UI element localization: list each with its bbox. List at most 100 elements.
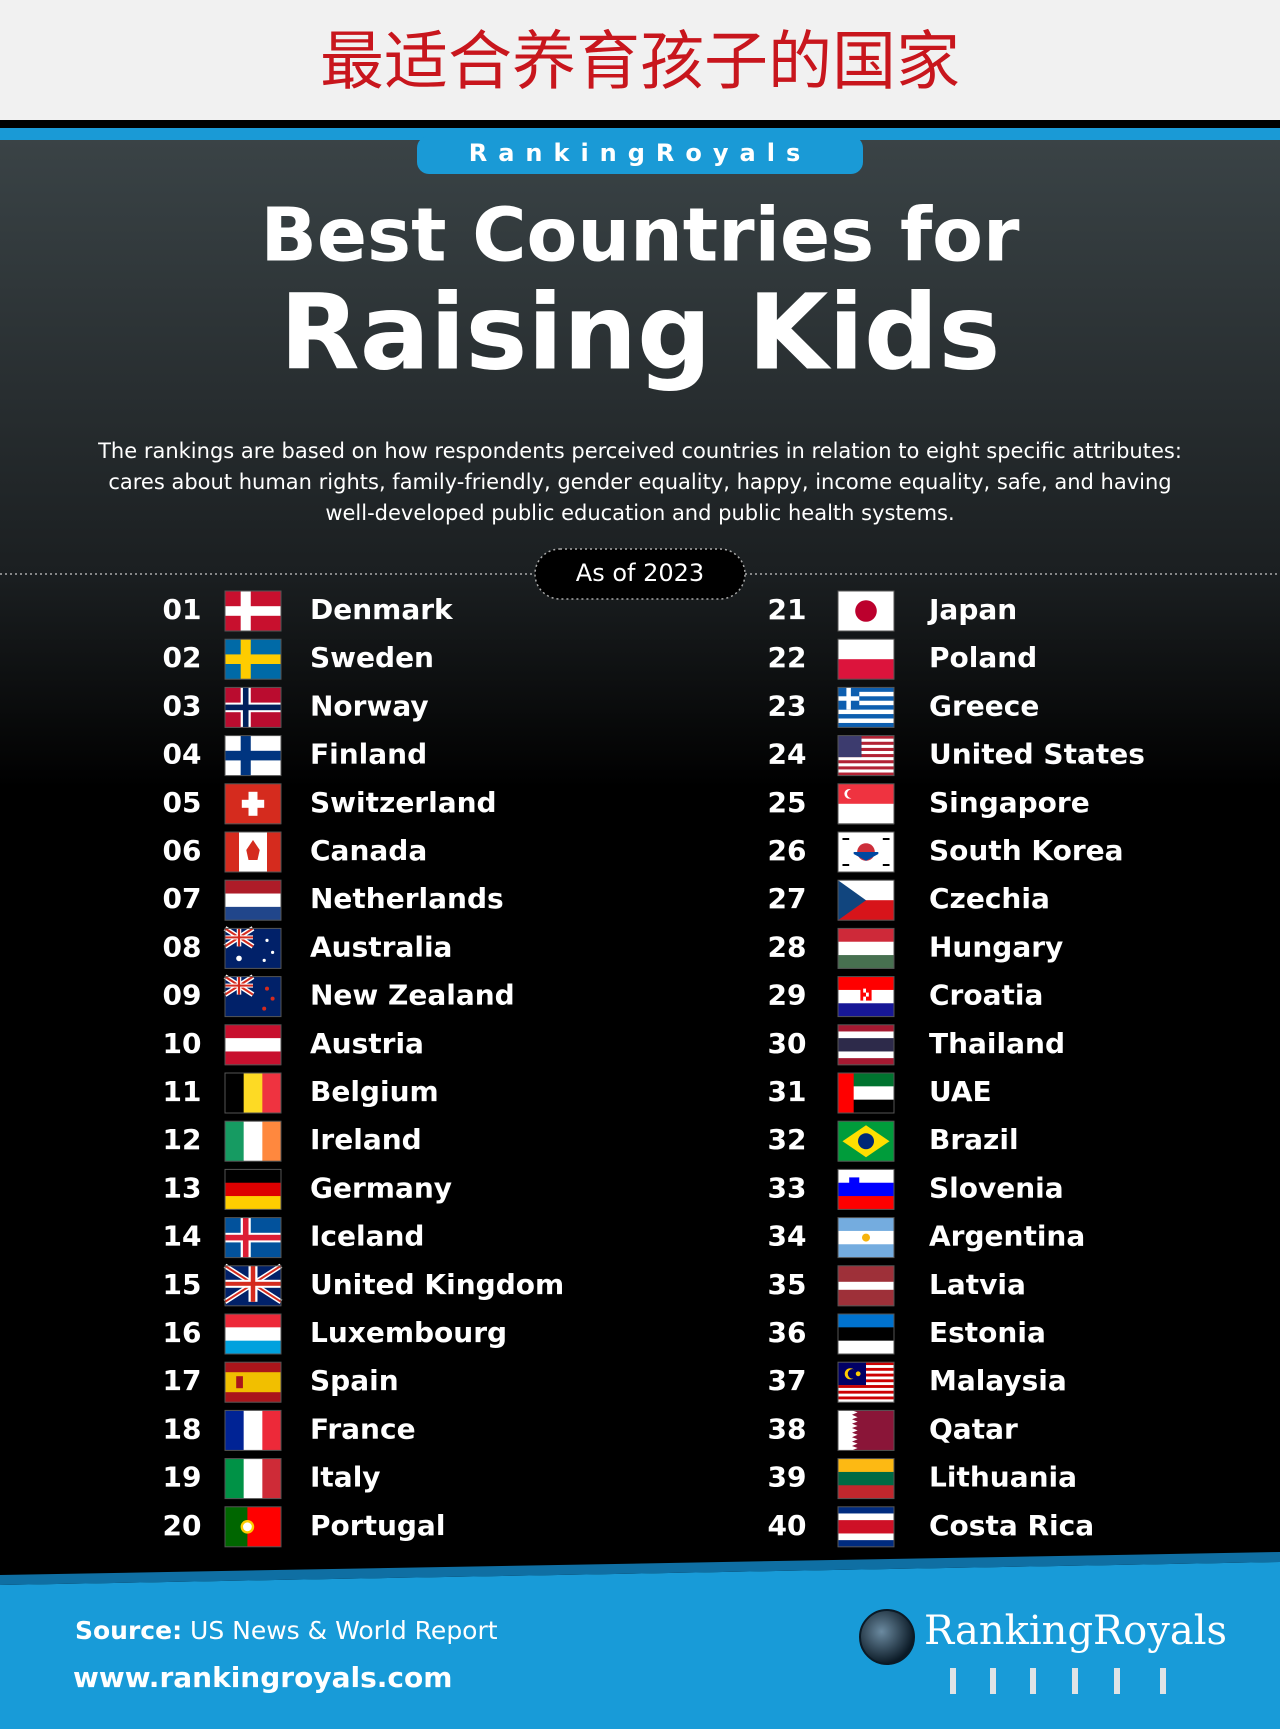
flag-border	[224, 783, 282, 825]
flag-part	[838, 880, 866, 921]
country: Ireland	[310, 1123, 422, 1156]
rank: 29	[768, 979, 807, 1012]
flag-stripe	[838, 1297, 894, 1307]
flag-stripe	[258, 1506, 271, 1547]
country: Germany	[310, 1171, 452, 1204]
rank: 17	[163, 1364, 202, 1397]
flag-stripe	[838, 1044, 894, 1052]
logo-text: RankingRoyals	[924, 1608, 1227, 1654]
source-label: Source:	[75, 1616, 182, 1645]
ranking-row: 18 France	[163, 1409, 416, 1451]
rank: 18	[163, 1412, 202, 1445]
ranking-row: 36 Estonia	[768, 1313, 1046, 1355]
rank: 33	[768, 1171, 807, 1204]
flag-part	[225, 654, 281, 664]
source-text: US News & World Report	[182, 1616, 498, 1645]
flag-border	[224, 686, 282, 728]
date-pill	[534, 548, 746, 600]
flag-part	[225, 936, 253, 939]
country: Poland	[929, 641, 1037, 674]
flag-stripe	[225, 1410, 245, 1451]
flag-stripe	[838, 1289, 894, 1299]
flag-stripe	[225, 1169, 281, 1184]
flag-border	[224, 976, 282, 1018]
country: Lithuania	[929, 1461, 1077, 1494]
ranking-row: 39 Lithuania	[768, 1458, 1077, 1500]
country: Australia	[310, 930, 452, 963]
country: United Kingdom	[310, 1268, 564, 1301]
flag-part	[243, 1522, 252, 1532]
flag-border	[837, 735, 895, 777]
flag-border	[837, 976, 895, 1018]
rank: 02	[163, 641, 202, 674]
ranking-row: 24 United States	[768, 735, 1145, 777]
flag-border	[837, 686, 895, 728]
flag-stripe	[838, 1281, 894, 1291]
rank: 19	[163, 1461, 202, 1494]
country: Malaysia	[929, 1364, 1067, 1397]
flag-stripe	[838, 783, 894, 805]
flag-border	[837, 831, 895, 873]
title-line-1: Best Countries for	[260, 193, 1020, 279]
flag-stripe	[838, 691, 894, 697]
flag-border	[837, 1072, 895, 1114]
flag-stripe	[838, 722, 894, 728]
rank: 13	[163, 1171, 202, 1204]
flag-part	[265, 986, 269, 991]
flag-stripe	[838, 687, 894, 693]
flag-stripe	[225, 832, 240, 872]
flag-stripe	[225, 880, 281, 894]
rank: 22	[768, 641, 807, 674]
flag-border	[224, 590, 282, 632]
flag-stripe	[262, 1121, 282, 1162]
flag-border	[837, 1168, 895, 1210]
flag-stripe	[225, 1382, 281, 1393]
flag-part	[262, 1006, 267, 1011]
description: The rankings are based on how respondent…	[97, 439, 1182, 525]
flag-stripe	[838, 1217, 894, 1232]
ranking-row: 06 Canada	[163, 831, 427, 873]
flag-part	[847, 789, 856, 799]
rank: 23	[768, 689, 807, 722]
flag-stripe	[838, 1399, 894, 1403]
flag-border	[837, 638, 895, 680]
flag-border	[224, 1024, 282, 1066]
country: Czechia	[929, 882, 1050, 915]
country: UAE	[929, 1075, 992, 1108]
flag-stripe	[225, 1196, 281, 1210]
country: Netherlands	[310, 882, 504, 915]
flag-stripe	[243, 1121, 263, 1162]
dark-background	[0, 140, 1280, 1580]
flag-stripe	[838, 1038, 894, 1046]
country: Argentina	[929, 1220, 1085, 1253]
rank: 39	[768, 1461, 807, 1494]
flag-border	[837, 1458, 895, 1500]
ranking-row: 01 Denmark	[163, 590, 454, 632]
ranking-row: 08 Australia	[163, 926, 452, 969]
flag-stripe	[838, 744, 894, 749]
country: Luxembourg	[310, 1316, 507, 1349]
rank: 04	[163, 738, 202, 771]
flag-stripe	[225, 1182, 281, 1197]
flag-stripe	[838, 1265, 894, 1275]
flag-stripe	[880, 1410, 895, 1451]
rank: 20	[163, 1509, 202, 1542]
country: Japan	[927, 593, 1017, 626]
brand-pill	[417, 136, 863, 174]
flag-part	[225, 1234, 281, 1241]
country: Croatia	[929, 979, 1043, 1012]
country: Canada	[310, 834, 427, 867]
flag-stripe	[838, 1196, 894, 1210]
rank: 37	[768, 1364, 807, 1397]
country: Denmark	[310, 593, 454, 626]
flag-stripe	[838, 763, 894, 767]
flag-stripe	[838, 696, 894, 702]
flag-border	[837, 1265, 895, 1307]
country: Switzerland	[310, 786, 497, 819]
flag-stripe	[838, 757, 894, 761]
flag-stripe	[838, 1327, 894, 1342]
flag-stripe	[262, 1458, 282, 1499]
flag-border	[224, 879, 282, 921]
ranking-row: 04 Finland	[163, 735, 427, 777]
flag-stripe	[838, 1058, 894, 1066]
